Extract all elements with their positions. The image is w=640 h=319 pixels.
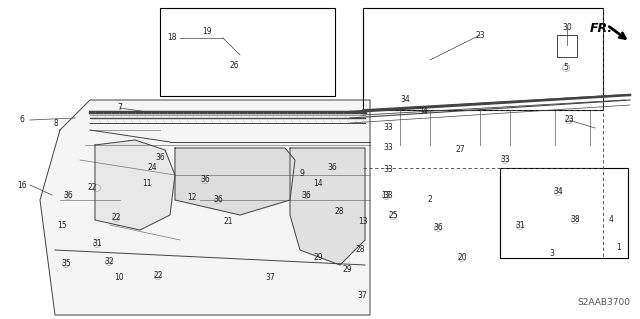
Text: 29: 29 (313, 254, 323, 263)
Text: 25: 25 (388, 211, 398, 220)
Text: 20: 20 (457, 254, 467, 263)
Bar (160, 8, 335, 96)
Text: S2AAB3700: S2AAB3700 (577, 298, 630, 307)
Polygon shape (290, 148, 365, 265)
Text: 23: 23 (475, 31, 485, 40)
Text: 21: 21 (223, 218, 233, 226)
Text: 18: 18 (167, 33, 177, 42)
Text: 10: 10 (114, 273, 124, 283)
Text: 5: 5 (564, 63, 568, 72)
Text: 36: 36 (63, 191, 73, 201)
Text: 13: 13 (358, 218, 368, 226)
Polygon shape (175, 148, 295, 215)
Text: 15: 15 (57, 221, 67, 231)
Text: 3: 3 (550, 249, 554, 257)
Text: 22: 22 (153, 271, 163, 280)
Text: 7: 7 (118, 103, 122, 113)
Text: 4: 4 (609, 216, 613, 225)
Text: 31: 31 (92, 240, 102, 249)
Text: 12: 12 (188, 194, 196, 203)
Text: 8: 8 (54, 120, 58, 129)
Text: 36: 36 (155, 152, 165, 161)
Text: 27: 27 (455, 145, 465, 154)
Text: 24: 24 (147, 164, 157, 173)
Text: 31: 31 (515, 221, 525, 231)
Text: 33: 33 (383, 144, 393, 152)
Text: 23: 23 (564, 115, 574, 124)
Text: 1: 1 (616, 243, 621, 253)
Text: 36: 36 (200, 175, 210, 184)
Text: 16: 16 (17, 181, 27, 189)
Text: 2: 2 (428, 196, 433, 204)
Polygon shape (40, 100, 370, 315)
Bar (363, 8, 603, 110)
Text: 33: 33 (383, 123, 393, 132)
Text: 34: 34 (553, 188, 563, 197)
Text: 14: 14 (313, 180, 323, 189)
Text: 35: 35 (61, 259, 71, 269)
Text: 37: 37 (265, 273, 275, 283)
Text: 34: 34 (400, 95, 410, 105)
Polygon shape (95, 140, 175, 230)
Text: 34: 34 (418, 108, 428, 116)
Text: 36: 36 (213, 196, 223, 204)
Text: 17: 17 (381, 191, 391, 201)
Text: 9: 9 (300, 169, 305, 179)
Text: 6: 6 (20, 115, 24, 124)
Text: 26: 26 (229, 61, 239, 70)
Text: 29: 29 (342, 265, 352, 275)
Text: 11: 11 (142, 180, 152, 189)
Text: 19: 19 (202, 27, 212, 36)
Text: FR.: FR. (590, 21, 613, 34)
Bar (557, 35, 577, 57)
Text: 22: 22 (111, 213, 121, 222)
Text: 36: 36 (327, 164, 337, 173)
Text: 38: 38 (570, 216, 580, 225)
Text: 33: 33 (383, 191, 393, 201)
Text: 30: 30 (562, 24, 572, 33)
Text: 37: 37 (357, 292, 367, 300)
Bar (500, 168, 628, 258)
Text: 33: 33 (383, 166, 393, 174)
Text: 36: 36 (433, 224, 443, 233)
Text: 28: 28 (355, 246, 365, 255)
Text: 28: 28 (334, 207, 344, 217)
Text: 32: 32 (104, 257, 114, 266)
Text: 36: 36 (301, 190, 311, 199)
Text: 33: 33 (500, 155, 510, 165)
Text: 22: 22 (87, 183, 97, 192)
